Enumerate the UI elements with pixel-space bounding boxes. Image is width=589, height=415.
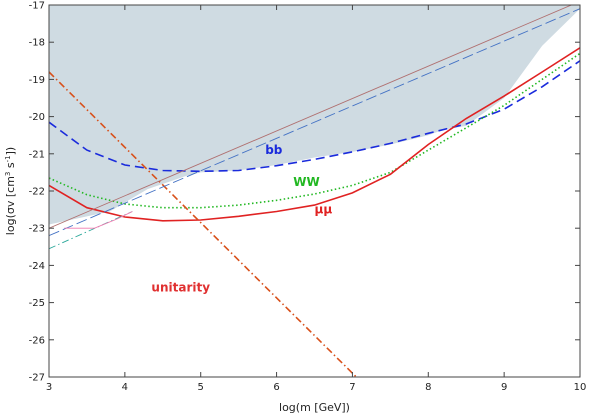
y-tick-label: -22	[29, 187, 45, 198]
y-tick-label: -26	[29, 335, 45, 346]
x-tick-label: 6	[273, 382, 279, 393]
y-tick-label: -18	[29, 38, 45, 49]
x-tick-label: 8	[425, 382, 431, 393]
series-line-guide-7	[64, 211, 133, 229]
y-tick-label: -19	[29, 75, 45, 86]
series-line-guide-4	[49, 5, 573, 229]
series-line-guide-5	[49, 8, 580, 237]
y-tick-label: -24	[29, 261, 45, 272]
series-annotation-unitarity: unitarity	[151, 280, 210, 294]
x-tick-label: 3	[46, 382, 52, 393]
x-tick-label: 4	[122, 382, 128, 393]
y-tick-label: -27	[29, 373, 45, 384]
series-annotation-WW: WW	[293, 175, 319, 189]
y-tick-label: -25	[29, 298, 45, 309]
x-axis-label: log(m [GeV])	[279, 401, 350, 414]
series-annotation-mumu: μμ	[315, 202, 333, 216]
x-tick-label: 7	[349, 382, 355, 393]
x-tick-label: 9	[501, 382, 507, 393]
series-line-unitarity	[49, 71, 358, 377]
x-tick-label: 5	[198, 382, 204, 393]
x-tick-label: 10	[574, 382, 587, 393]
y-tick-label: -20	[29, 112, 45, 123]
series-annotation-bb: bb	[265, 143, 283, 157]
series-line-series-2	[49, 47, 580, 222]
series-line-WW	[49, 52, 580, 209]
series-line-guide-6	[49, 211, 133, 250]
series-line-bb	[49, 60, 580, 173]
y-tick-label: -21	[29, 149, 45, 160]
y-axis-label: log(σv [cm3 s-1])	[4, 147, 17, 235]
y-tick-label: -23	[29, 224, 45, 235]
y-tick-label: -17	[29, 1, 45, 12]
